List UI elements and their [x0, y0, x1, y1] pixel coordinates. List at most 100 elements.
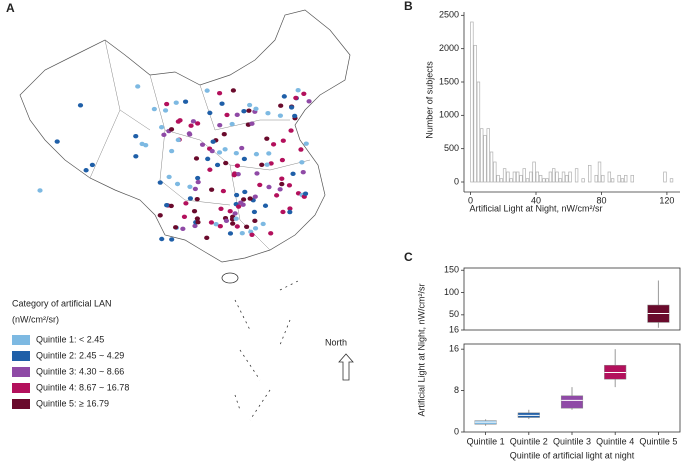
y-tick-label: 0 [454, 426, 459, 436]
legend-label: Quintile 2: 2.45 ~ 4.29 [36, 350, 124, 360]
site-dot [169, 148, 175, 154]
site-dot [266, 151, 272, 156]
bar [512, 171, 517, 183]
site-dot [264, 136, 270, 141]
site-dot [298, 147, 304, 152]
legend-swatch [12, 383, 30, 393]
site-dot [207, 167, 213, 172]
bar [552, 168, 556, 183]
y-tick-label: 0 [454, 176, 459, 186]
site-dot [164, 203, 170, 208]
site-dot [207, 110, 213, 116]
site-dot [216, 91, 223, 96]
site-dot [158, 125, 165, 130]
site-dot [223, 218, 230, 224]
bar [617, 174, 621, 183]
site-dot [252, 218, 258, 224]
compass-arrow [338, 353, 354, 381]
bar [476, 81, 481, 183]
site-dot [292, 113, 298, 119]
site-dot [191, 208, 198, 214]
panel-label: C [404, 250, 413, 264]
bar [535, 171, 540, 183]
island [221, 272, 239, 284]
bar [663, 171, 667, 183]
site-dot [157, 180, 163, 185]
y-tick-label: 150 [444, 265, 459, 275]
site-dot [230, 88, 236, 93]
y-axis-label: Artificial Light at Night, nW/cm²/sr [416, 283, 426, 416]
site-dot [249, 232, 255, 237]
bar [610, 178, 615, 183]
site-dot [247, 196, 253, 201]
site-dot [159, 236, 165, 242]
site-dot [209, 187, 215, 192]
bar [594, 174, 598, 183]
bar [470, 21, 474, 183]
legend-label: Quintile 1: < 2.45 [36, 334, 104, 344]
bar [669, 178, 674, 183]
x-tick-label: Quintile 4 [596, 436, 634, 446]
site-dot [162, 108, 169, 113]
x-tick-label: 40 [531, 195, 541, 205]
site-dot [204, 88, 210, 93]
bar [493, 161, 497, 183]
site-dot [54, 139, 60, 144]
x-tick-label: 80 [596, 195, 606, 205]
legend-label: Quintile 5: ≥ 16.79 [36, 398, 109, 408]
site-dot [252, 194, 258, 199]
site-dot [279, 176, 285, 181]
bar [545, 178, 549, 183]
site-dot [287, 209, 293, 215]
compass-label: North [325, 337, 347, 347]
bar [529, 171, 533, 183]
bar [506, 171, 510, 183]
box [560, 395, 584, 409]
site-dot [287, 206, 293, 211]
site-dot [241, 156, 247, 162]
site-dot [217, 123, 223, 128]
bar [548, 171, 553, 183]
site-dot [302, 191, 309, 196]
site-dot [180, 226, 186, 232]
site-dot [268, 161, 274, 166]
site-dot [257, 182, 263, 188]
bar [499, 178, 504, 183]
site-dot [37, 188, 43, 193]
site-dot [293, 95, 299, 101]
site-dot [239, 145, 245, 151]
site-dot [241, 197, 247, 202]
bar [561, 171, 566, 183]
y-tick-label: 2500 [439, 10, 459, 20]
site-dot [83, 168, 89, 173]
bar [558, 178, 562, 183]
site-dot [187, 184, 193, 189]
legend-swatch [12, 367, 30, 377]
site-dot [299, 160, 305, 165]
site-dot [169, 237, 175, 242]
site-dot [231, 172, 237, 178]
site-dot [194, 216, 200, 221]
bar [588, 164, 592, 183]
site-dot [234, 192, 240, 198]
site-dot [238, 200, 244, 205]
panel-label: B [404, 0, 413, 13]
site-dot [249, 121, 255, 126]
y-tick-label: 1000 [439, 110, 459, 120]
site-dot [192, 186, 198, 192]
y-tick-label: 500 [444, 143, 459, 153]
site-dot [204, 235, 210, 241]
site-dot [175, 137, 181, 143]
site-dot [303, 141, 309, 146]
y-tick-label: 100 [444, 287, 459, 297]
site-dot [157, 213, 163, 218]
site-dot [186, 131, 192, 136]
bar [538, 174, 543, 183]
site-dot [218, 206, 224, 211]
x-tick-label: Quintile 1 [467, 436, 505, 446]
y-tick-label: 8 [454, 385, 459, 395]
x-tick-label: 120 [659, 195, 674, 205]
bar [519, 174, 523, 183]
site-dot [77, 103, 84, 108]
